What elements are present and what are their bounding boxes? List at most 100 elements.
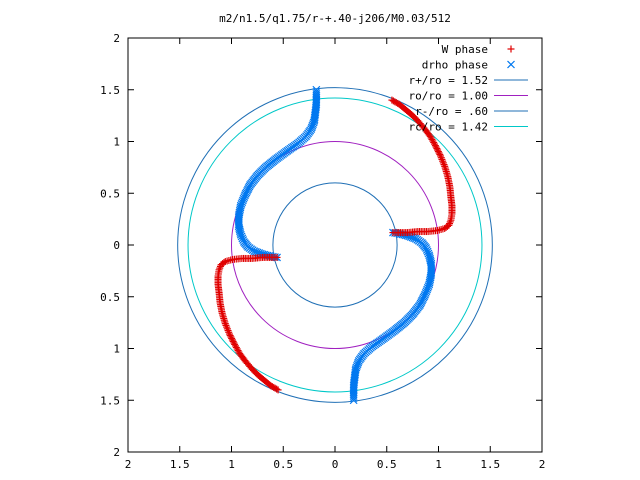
- w-phase-fill-mark: [230, 339, 238, 347]
- w-phase-fill-mark: [231, 342, 239, 350]
- w-phase-fill-mark: [264, 380, 272, 388]
- drho-phase-fill-mark: [312, 93, 321, 102]
- w-phase-fill-mark: [399, 103, 407, 111]
- y-tick-label: 2: [113, 446, 120, 459]
- w-phase-point: [225, 330, 233, 338]
- y-tick-label: 1.5: [100, 84, 120, 97]
- drho-phase-fill-mark: [312, 89, 321, 98]
- x-tick-label: 0.5: [377, 458, 397, 471]
- w-phase-fill-mark: [446, 218, 454, 226]
- legend-marker: [507, 45, 515, 53]
- drho-phase-fill-mark: [312, 97, 321, 105]
- w-phase-fill-mark: [218, 308, 226, 316]
- w-phase-fill-mark: [418, 121, 426, 129]
- w-phase-fill-mark: [223, 325, 231, 333]
- drho-phase-fill-mark: [349, 394, 358, 403]
- drho-phase-fill-mark: [312, 87, 321, 96]
- w-phase-fill-mark: [222, 321, 230, 329]
- circle-radius-1: [231, 141, 439, 349]
- w-phase-fill-mark: [435, 226, 443, 234]
- w-phase-fill-mark: [216, 264, 224, 272]
- w-phase-fill-mark: [258, 375, 266, 383]
- w-phase-fill-mark: [428, 135, 436, 143]
- w-phase-point: [231, 340, 239, 348]
- w-phase-fill-mark: [273, 385, 281, 393]
- chart-title: m2/n1.5/q1.75/r-+.40-j206/M0.03/512: [219, 12, 451, 25]
- phase-points: [214, 85, 456, 405]
- w-phase-fill-mark: [224, 327, 232, 335]
- y-tick-label: 0: [113, 239, 120, 252]
- w-phase-fill-mark: [227, 333, 235, 341]
- w-phase-fill-mark: [434, 146, 442, 154]
- w-phase-fill-mark: [433, 145, 441, 153]
- w-phase-fill-mark: [223, 257, 231, 265]
- w-phase-point: [437, 152, 445, 160]
- x-tick-label: 0: [332, 458, 339, 471]
- w-phase-fill-mark: [440, 161, 448, 169]
- w-phase-fill-mark: [229, 337, 237, 345]
- w-phase-fill-mark: [252, 369, 260, 377]
- drho-phase-fill-mark: [350, 376, 359, 385]
- x-tick-label: 1: [228, 458, 235, 471]
- w-phase-fill-mark: [439, 159, 447, 167]
- w-phase-fill-mark: [228, 334, 236, 342]
- drho-phase-fill-mark: [349, 388, 358, 397]
- w-phase-fill-mark: [234, 347, 242, 355]
- x-tick-label: 1.5: [480, 458, 500, 471]
- x-tick-label: 2: [539, 458, 546, 471]
- drho-phase-fill-mark: [309, 120, 317, 129]
- y-tick-label: 0.5: [100, 187, 120, 200]
- w-phase-fill-mark: [225, 328, 233, 336]
- circle-radius-1-42: [187, 97, 483, 393]
- drho-phase-fill-mark: [425, 276, 434, 285]
- drho-phase-fill-mark: [238, 234, 247, 243]
- legend-label: r-/ro = .60: [415, 105, 488, 118]
- drho-phase-fill-mark: [353, 361, 361, 370]
- w-phase-fill-mark: [447, 214, 455, 222]
- circle-radius-1-52: [177, 87, 493, 403]
- y-tick-label: 1.5: [100, 394, 120, 407]
- w-phase-fill-mark: [216, 262, 224, 270]
- w-phase-fill-mark: [439, 157, 447, 165]
- legend-label: r+/ro = 1.52: [409, 74, 488, 87]
- drho-phase-fill-mark: [239, 194, 248, 203]
- x-tick-label: 1: [435, 458, 442, 471]
- w-phase-fill-mark: [442, 223, 450, 231]
- y-tick-label: 1: [113, 343, 120, 356]
- y-tick-label: 1: [113, 136, 120, 149]
- reference-circles: [177, 87, 493, 403]
- circle-radius-0-6: [272, 182, 398, 308]
- w-phase-fill-mark: [230, 255, 238, 263]
- drho-phase-fill-mark: [311, 105, 320, 114]
- drho-phase-fill-mark: [236, 205, 245, 214]
- drho-phase-fill-mark: [349, 385, 358, 393]
- w-phase-fill-mark: [437, 154, 445, 162]
- w-phase-fill-mark: [232, 343, 240, 351]
- w-phase-fill-mark: [240, 355, 248, 363]
- drho-phase-fill-mark: [422, 287, 431, 296]
- w-phase-fill-mark: [438, 155, 446, 163]
- w-phase-fill-mark: [427, 134, 435, 142]
- drho-phase-fill-mark: [427, 264, 436, 273]
- w-phase-fill-mark: [443, 171, 451, 179]
- legend: W phase drho phase r+/ro = 1.52 ro/ro = 1.0…: [409, 43, 528, 134]
- w-phase-fill-mark: [221, 318, 229, 326]
- w-phase-point: [431, 142, 439, 150]
- w-phase-fill-mark: [429, 137, 437, 145]
- drho-phase-fill-mark: [234, 217, 243, 226]
- legend-label: ro/ro = 1.00: [409, 90, 488, 103]
- w-phase-fill-mark: [431, 140, 439, 148]
- w-phase-fill-mark: [443, 222, 451, 230]
- w-phase-fill-mark: [271, 384, 279, 392]
- w-phase-fill-mark: [411, 114, 419, 122]
- drho-phase-fill-mark: [310, 113, 319, 122]
- w-phase-fill-mark: [391, 229, 399, 237]
- axis-ticks: 2 1.5 1 0.5 0 0.5 1 1.5 221.510.500.511.52: [100, 32, 545, 471]
- w-phase-fill-mark: [424, 130, 432, 138]
- w-phase-fill-mark: [434, 148, 442, 156]
- x-tick-label: 1.5: [170, 458, 190, 471]
- w-phase-fill-mark: [432, 143, 440, 151]
- legend-label: rc/ro = 1.42: [409, 121, 488, 134]
- w-phase-fill-mark: [233, 345, 241, 353]
